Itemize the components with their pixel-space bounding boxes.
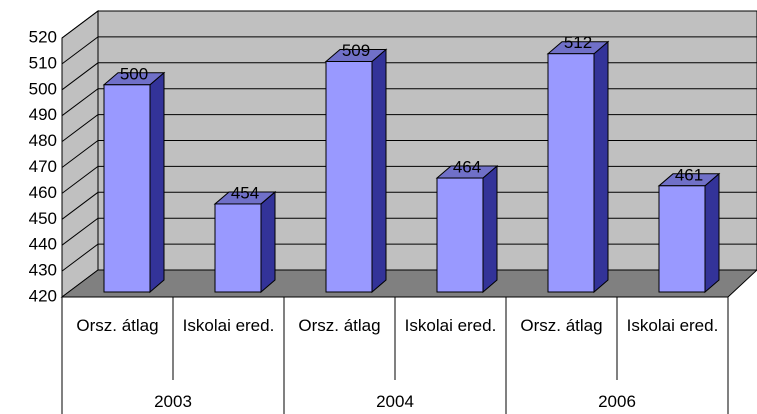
x-tick-label: Orsz. átlag <box>76 316 159 335</box>
y-tick-label: 520 <box>29 27 57 46</box>
y-tick-label: 480 <box>29 131 57 150</box>
bar <box>325 60 373 293</box>
bar-side <box>149 71 165 294</box>
grid-line <box>61 88 757 117</box>
x-tick-label: Orsz. átlag <box>520 316 603 335</box>
value-label: 512 <box>564 33 592 52</box>
x-tick-label: Orsz. átlag <box>298 316 381 335</box>
bar-side <box>593 40 609 294</box>
y-tick-label: 420 <box>29 286 57 305</box>
y-tick-label: 510 <box>29 53 57 72</box>
y-tick-label: 500 <box>29 79 57 98</box>
bar-side <box>704 172 720 294</box>
grid-line <box>61 10 757 39</box>
grid-line <box>61 165 757 194</box>
x-tick-label: Iskolai ered. <box>404 316 497 335</box>
grid-line <box>61 140 757 168</box>
x-tick-label: Iskolai ered. <box>182 316 275 335</box>
bar <box>103 84 151 293</box>
grid-line <box>61 62 757 91</box>
value-label: 464 <box>453 158 481 177</box>
y-tick-label: 430 <box>29 261 57 280</box>
y-tick-label: 490 <box>29 105 57 124</box>
y-tick-label: 450 <box>29 209 57 228</box>
grid-line <box>61 36 757 65</box>
bar <box>547 53 595 293</box>
value-label: 454 <box>231 183 259 202</box>
bar <box>214 203 262 293</box>
value-label: 509 <box>342 41 370 60</box>
y-tick-label: 460 <box>29 183 57 202</box>
bar <box>658 185 706 293</box>
grid-line <box>61 191 757 220</box>
y-tick-label: 470 <box>29 157 57 176</box>
x-tick-label: Iskolai ered. <box>626 316 719 335</box>
grid-line <box>61 217 757 246</box>
value-label: 461 <box>675 165 703 184</box>
bar <box>436 177 484 293</box>
group-label: 2003 <box>154 392 192 411</box>
floor <box>60 269 757 298</box>
grid-line <box>61 243 757 272</box>
value-label: 500 <box>120 64 148 83</box>
y-tick-label: 440 <box>29 235 57 254</box>
bar-side <box>371 48 387 294</box>
group-label: 2006 <box>598 392 636 411</box>
group-label: 2004 <box>376 392 414 411</box>
grid-line <box>61 114 757 143</box>
bar-side <box>482 164 498 294</box>
bar-side <box>260 190 276 294</box>
